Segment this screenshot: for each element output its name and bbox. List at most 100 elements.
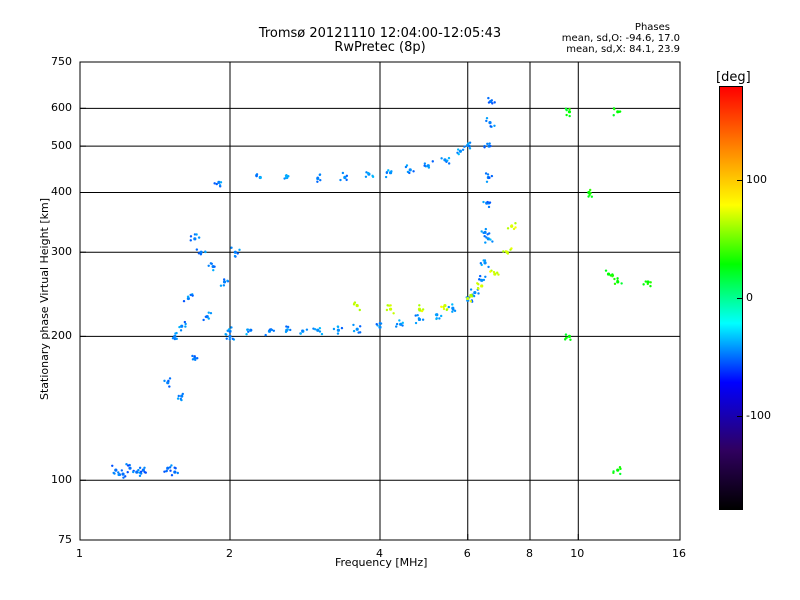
data-point-scatter — [228, 330, 232, 334]
data-point-scatter — [285, 176, 288, 179]
y-tick-label: 100 — [51, 473, 72, 487]
data-point-scatter — [469, 300, 473, 303]
data-point-scatter — [442, 307, 446, 311]
data-point — [606, 272, 611, 276]
data-point-scatter — [491, 102, 494, 105]
data-point — [488, 121, 492, 125]
y-tick-label: 300 — [51, 245, 72, 259]
data-point-scatter — [616, 277, 619, 280]
data-point-scatter — [233, 254, 237, 258]
data-point-scatter — [482, 200, 485, 204]
chart-title: Tromsø 20121110 12:04:00-12:05:43 — [258, 26, 502, 41]
data-point-scatter — [163, 470, 166, 473]
data-point-scatter — [568, 107, 571, 111]
data-point-scatter — [163, 379, 166, 383]
y-tick-label: 600 — [51, 101, 72, 115]
data-point-scatter — [247, 330, 250, 333]
x-tick-label: 2 — [226, 547, 233, 560]
data-point-scatter — [417, 317, 421, 320]
data-point-scatter — [484, 275, 487, 278]
data-point — [114, 468, 118, 472]
data-point-scatter — [204, 250, 207, 254]
data-point-scatter — [186, 295, 190, 298]
data-point-scatter — [488, 142, 491, 145]
data-point — [173, 334, 177, 338]
data-point — [121, 472, 125, 476]
data-point-scatter — [184, 325, 187, 328]
data-point-scatter — [117, 471, 120, 474]
data-point-scatter — [480, 230, 483, 233]
data-point-scatter — [112, 471, 115, 475]
data-point-scatter — [171, 337, 175, 340]
data-point-scatter — [611, 275, 614, 278]
data-point-scatter — [183, 320, 187, 324]
data-point — [399, 322, 403, 326]
data-point-scatter — [488, 176, 491, 180]
data-point-scatter — [226, 279, 229, 283]
data-point-scatter — [285, 174, 288, 177]
data-point-scatter — [447, 162, 451, 165]
y-tick-label: 400 — [51, 185, 72, 199]
data-point-scatter — [196, 356, 199, 360]
data-point-scatter — [613, 107, 616, 111]
data-point-scatter — [477, 292, 480, 295]
x-axis-label: Frequency [MHz] — [335, 556, 428, 569]
data-point-scatter — [489, 270, 492, 273]
data-point-scatter — [199, 253, 203, 256]
data-point-scatter — [264, 333, 267, 337]
data-point-scatter — [169, 469, 172, 472]
data-point-scatter — [489, 238, 492, 241]
colorbar-tick — [737, 298, 743, 299]
data-point-scatter — [438, 317, 441, 320]
data-point-scatter — [487, 265, 490, 269]
data-point-scatter — [488, 201, 492, 204]
data-point-scatter — [468, 141, 472, 144]
data-point-scatter — [414, 314, 417, 317]
data-point — [443, 158, 447, 162]
data-point-scatter — [170, 464, 173, 467]
data-point-scatter — [482, 231, 485, 235]
data-point-scatter — [230, 326, 233, 329]
data-point-scatter — [375, 323, 378, 326]
data-point — [180, 394, 184, 398]
data-point-scatter — [316, 176, 319, 179]
data-point-scatter — [195, 248, 199, 251]
data-point-scatter — [384, 175, 388, 179]
data-point-scatter — [204, 315, 208, 318]
data-point — [128, 466, 132, 470]
data-point-scatter — [387, 169, 390, 172]
data-point-scatter — [408, 171, 411, 175]
data-point-scatter — [305, 328, 309, 331]
data-point-scatter — [219, 181, 223, 184]
data-point-scatter — [440, 157, 443, 160]
data-point-scatter — [122, 476, 125, 479]
y-tick-label: 200 — [51, 329, 72, 343]
data-point-scatter — [189, 239, 192, 242]
data-point-scatter — [189, 293, 192, 297]
series-sparse-high-frequency-echoes — [563, 107, 652, 476]
data-point-scatter — [478, 274, 482, 278]
data-point-scatter — [197, 236, 201, 239]
data-point-scatter — [416, 314, 419, 317]
data-point-scatter — [336, 332, 340, 335]
data-point-scatter — [209, 311, 213, 315]
data-point-scatter — [431, 160, 434, 163]
data-point-scatter — [468, 147, 472, 150]
data-point — [173, 470, 177, 474]
data-point-scatter — [270, 328, 274, 332]
data-point-scatter — [613, 282, 617, 286]
data-point-scatter — [442, 305, 445, 309]
data-point — [458, 149, 463, 153]
data-point-scatter — [286, 325, 290, 329]
data-point-scatter — [453, 309, 457, 313]
data-point-scatter — [202, 318, 205, 322]
data-point — [222, 280, 227, 284]
data-point-scatter — [612, 470, 615, 473]
data-point-scatter — [568, 114, 571, 118]
data-point-scatter — [191, 358, 195, 361]
data-point — [336, 328, 340, 332]
data-point — [316, 328, 320, 332]
data-point-scatter — [176, 471, 179, 475]
data-point-scatter — [179, 329, 183, 332]
data-point-scatter — [404, 165, 408, 169]
